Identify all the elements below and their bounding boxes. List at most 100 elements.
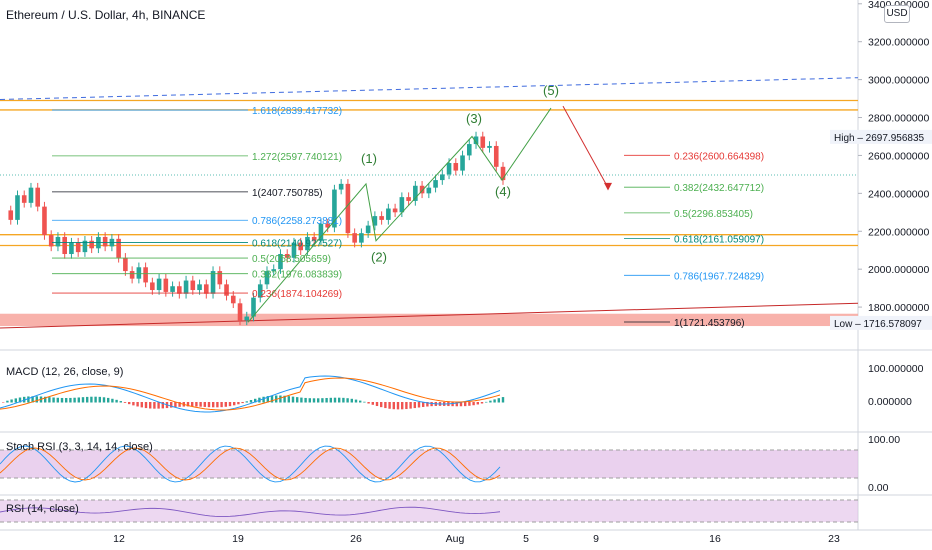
candle-body (433, 180, 438, 188)
price-tick-label: 2000.000000 (868, 264, 929, 276)
time-tick-label: 23 (828, 533, 840, 545)
macd-histogram-bar (115, 399, 118, 403)
macd-histogram-bar (212, 402, 215, 408)
macd-tick-label: 0.000000 (868, 396, 912, 408)
macd-histogram-bar (128, 402, 131, 405)
macd-histogram-bar (153, 402, 156, 409)
macd-histogram-bar (161, 402, 164, 409)
candle-body (62, 236, 67, 255)
macd-histogram-bar (90, 396, 93, 403)
fib-level-label: 0.236(2600.664398) (674, 151, 764, 162)
candle-body (487, 145, 492, 148)
candle-body (392, 208, 398, 213)
macd-histogram-bar (140, 402, 143, 408)
candle-body (251, 297, 256, 317)
macd-histogram-bar (296, 397, 299, 403)
macd-histogram-bar (346, 398, 349, 403)
fib-level-label: 0.618(2140.927527) (252, 238, 342, 249)
currency-button[interactable]: USD (884, 5, 910, 23)
macd-histogram-bar (94, 396, 97, 403)
macd-histogram-bar (291, 396, 295, 403)
fib-level-label: 1.272(2597.740121) (252, 152, 342, 163)
candle-body (21, 195, 27, 203)
low-marker-label: Low – 1716.578097 (834, 319, 922, 330)
macd-histogram-bar (220, 402, 223, 408)
rsi-band (0, 500, 858, 522)
macd-histogram-bar (14, 398, 17, 403)
wave-label: (4) (495, 184, 511, 199)
candle-body (15, 195, 20, 220)
macd-histogram-bar (56, 397, 59, 403)
candle-body (338, 183, 344, 190)
projection-line (0, 77, 859, 101)
macd-histogram-bar (237, 402, 240, 405)
candle-body (203, 284, 209, 294)
candle-body (55, 236, 61, 247)
macd-histogram-bar (77, 397, 80, 403)
candle-body (190, 280, 196, 291)
candle-body (69, 242, 74, 255)
candle-body (123, 257, 128, 272)
candle-body (116, 238, 121, 258)
macd-histogram-bar (329, 397, 332, 403)
stoch-tick-label: 0.00 (868, 482, 889, 494)
macd-histogram-bar (186, 402, 190, 407)
price-tick-label: 2600.000000 (868, 150, 929, 162)
high-marker-label: High – 2697.956835 (834, 133, 925, 144)
macd-histogram-bar (317, 398, 320, 403)
fib-level-label: 0.382(2432.647712) (674, 183, 764, 194)
macd-histogram-bar (233, 402, 236, 406)
candle-body (264, 271, 270, 285)
macd-histogram-bar (430, 402, 433, 407)
wave-label: (1) (361, 151, 377, 166)
macd-histogram-bar (199, 402, 202, 407)
macd-histogram-bar (380, 402, 383, 408)
macd-histogram-bar (18, 397, 22, 403)
macd-histogram-bar (354, 399, 358, 403)
macd-histogram-bar (81, 397, 85, 403)
projected-drop-arrow (562, 105, 609, 188)
macd-histogram-bar (241, 402, 244, 404)
macd-histogram-bar (44, 396, 47, 403)
candle-body (35, 187, 41, 207)
macd-histogram-bar (270, 395, 274, 403)
candle-body (446, 163, 452, 175)
rsi-label: RSI (14, close) (6, 503, 79, 515)
arrow-head (604, 182, 612, 191)
fib-level-label: 0.786(1967.724829) (674, 271, 764, 282)
macd-histogram-bar (86, 396, 89, 403)
macd-histogram-bar (111, 398, 114, 403)
fib-left: 1.618(2839.417732) 1.272(2597.740121) 1(24… (52, 106, 342, 300)
macd-histogram-bar (396, 402, 400, 410)
macd-histogram-bar (422, 402, 425, 407)
macd-histogram-bar (228, 402, 232, 407)
macd-histogram-bar (157, 402, 160, 409)
candle-body (493, 145, 499, 167)
fib-level-label: 0.5(2058.505659) (252, 254, 331, 265)
macd-histogram-bar (384, 402, 387, 409)
candle-body (177, 286, 182, 294)
macd-histogram-bar (48, 397, 51, 403)
stoch-d-line (0, 447, 501, 481)
fib-level-label: 0.618(2161.059097) (674, 235, 764, 246)
candle-body (28, 187, 34, 203)
wave-label: (3) (466, 111, 482, 126)
macd-histogram-bar (300, 397, 303, 403)
macd-histogram-bar (60, 397, 64, 403)
macd-histogram-bar (102, 397, 106, 403)
macd-histogram-bar (342, 397, 345, 403)
macd-histogram-bar (123, 402, 127, 403)
stoch-tick-label: 100.00 (868, 434, 900, 446)
candle-body (163, 278, 169, 292)
macd-histogram-bar (136, 402, 139, 407)
candle-body (291, 242, 297, 258)
macd-histogram-bar (333, 397, 337, 403)
candle-body (473, 136, 479, 145)
macd-histogram-bar (308, 398, 311, 403)
macd-histogram-bar (459, 402, 463, 407)
macd-histogram-bar (405, 402, 408, 410)
macd-histogram-bar (371, 402, 374, 405)
macd-histogram-bar (249, 400, 253, 403)
stoch-rsi-panel: 100.00 0.00 (0, 434, 900, 494)
